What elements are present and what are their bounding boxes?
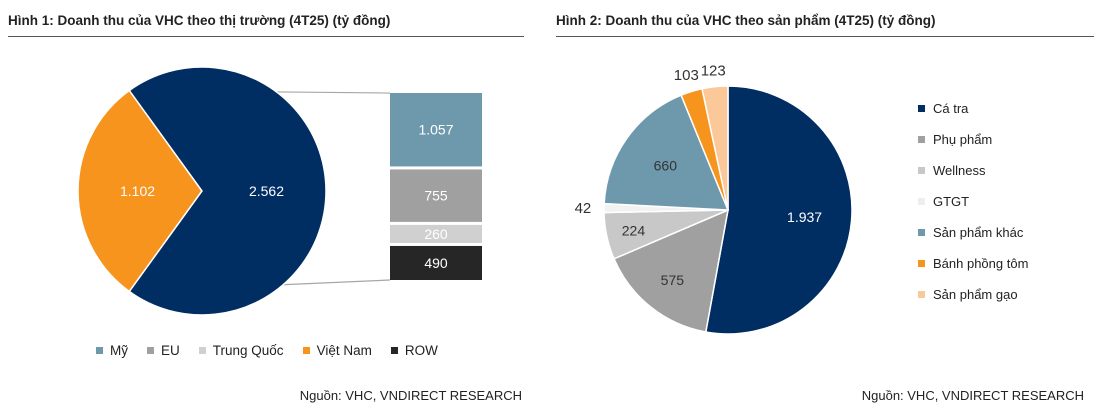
stack-label-row: 490	[424, 255, 448, 271]
figure-2-title-rule	[556, 36, 1094, 37]
legend-label-ca-tra: Cá tra	[933, 101, 969, 116]
legend-item-eu: EU	[147, 343, 180, 358]
legend-item-phu-pham: Phụ phẩm	[918, 124, 1028, 155]
pie-label-wellness: 224	[622, 222, 646, 238]
pie-slice-xuat-khau	[128, 66, 327, 316]
pie-label-san-pham-khac: 660	[654, 157, 678, 173]
legend-item-my: Mỹ	[96, 343, 128, 358]
pie-slice-san-pham-gao	[701, 85, 729, 211]
legend-swatch-san-pham-gao	[918, 291, 925, 298]
pie-slice-viet-nam	[77, 89, 203, 293]
stack-label-my: 1.057	[418, 122, 453, 138]
pie-label-san-pham-gao: 123	[701, 63, 726, 80]
legend-item-san-pham-gao: Sản phẩm gạo	[918, 279, 1028, 310]
legend-swatch-row	[390, 347, 398, 354]
legend-swatch-phu-pham	[918, 136, 925, 143]
stack-bar-trung-quoc	[390, 224, 482, 243]
legend-item-gtgt: GTGT	[918, 186, 1028, 217]
figure-2-panel: Hình 2: Doanh thu của VHC theo sản phẩm …	[548, 0, 1104, 408]
pie-slice-ca-tra	[704, 85, 853, 335]
legend-swatch-my	[96, 347, 103, 354]
figure-2-title: Hình 2: Doanh thu của VHC theo sản phẩm …	[556, 13, 936, 28]
pie-label-xuat-khau: 2.562	[249, 183, 284, 199]
figure-2-source: Nguồn: VHC, VNDIRECT RESEARCH	[861, 388, 1084, 403]
figure-1-source: Nguồn: VHC, VNDIRECT RESEARCH	[299, 388, 522, 403]
legend-item-san-pham-khac: Sản phẩm khác	[918, 217, 1028, 248]
legend-label-gtgt: GTGT	[933, 194, 970, 209]
legend-swatch-eu	[147, 347, 154, 354]
legend-label-viet-nam: Việt Nam	[316, 343, 372, 358]
legend-item-trung-quoc: Trung Quốc	[198, 343, 284, 358]
legend-swatch-wellness	[918, 167, 925, 174]
legend-label-wellness: Wellness	[933, 163, 986, 178]
figure-2-chart: 1.937 575 224 42 660 103 123	[575, 63, 853, 335]
legend-label-trung-quoc: Trung Quốc	[212, 343, 284, 358]
pie-label-viet-nam: 1.102	[120, 183, 155, 199]
pie-label-ca-tra: 1.937	[787, 209, 822, 225]
figure-1-panel: Hình 1: Doanh thu của VHC theo thị trườn…	[0, 0, 530, 408]
legend-label-san-pham-khac: Sản phẩm khác	[933, 225, 1024, 240]
legend-swatch-viet-nam	[302, 347, 310, 354]
legend-item-banh-phong-tom: Bánh phồng tôm	[918, 248, 1028, 279]
pie-slice-san-pham-khac	[603, 94, 730, 211]
legend-label-phu-pham: Phụ phẩm	[933, 132, 993, 147]
stack-bar-row	[390, 245, 482, 280]
legend-swatch-banh-phong-tom	[918, 260, 925, 267]
pie-label-phu-pham: 575	[661, 272, 685, 288]
legend-item-ca-tra: Cá tra	[918, 93, 1028, 124]
stack-label-eu: 755	[424, 188, 448, 204]
figure-1-chart: 1.102 2.562 1.057 755 260 490	[77, 66, 482, 316]
figure-1-title: Hình 1: Doanh thu của VHC theo thị trườn…	[8, 13, 391, 28]
legend-item-wellness: Wellness	[918, 155, 1028, 186]
legend-label-banh-phong-tom: Bánh phồng tôm	[933, 256, 1029, 271]
legend-label-eu: EU	[161, 343, 180, 358]
pie-slice-phu-pham	[613, 208, 729, 333]
legend-swatch-trung-quoc	[198, 347, 206, 354]
legend-item-row: ROW	[390, 343, 438, 358]
pie-label-banh-phong-tom: 103	[674, 67, 699, 84]
legend-swatch-gtgt	[918, 198, 925, 205]
legend-swatch-ca-tra	[918, 105, 925, 112]
legend-label-san-pham-gao: Sản phẩm gạo	[933, 287, 1018, 302]
stack-bar-eu	[390, 169, 482, 222]
figure-2-legend: Cá tra Phụ phẩm Wellness GTGT Sản phẩm khác B…	[918, 93, 1028, 310]
stack-bar-my	[390, 93, 482, 167]
legend-swatch-san-pham-khac	[918, 229, 925, 236]
legend-item-viet-nam: Việt Nam	[302, 343, 372, 358]
figure-1-title-rule	[8, 36, 524, 37]
legend-label-row: ROW	[404, 343, 438, 358]
pie-label-gtgt: 42	[575, 200, 592, 217]
legend-label-my: Mỹ	[110, 343, 128, 358]
figure-1-legend: Mỹ EU Trung Quốc Việt Nam ROW	[96, 343, 438, 358]
stack-label-trung-quoc: 260	[424, 226, 448, 242]
